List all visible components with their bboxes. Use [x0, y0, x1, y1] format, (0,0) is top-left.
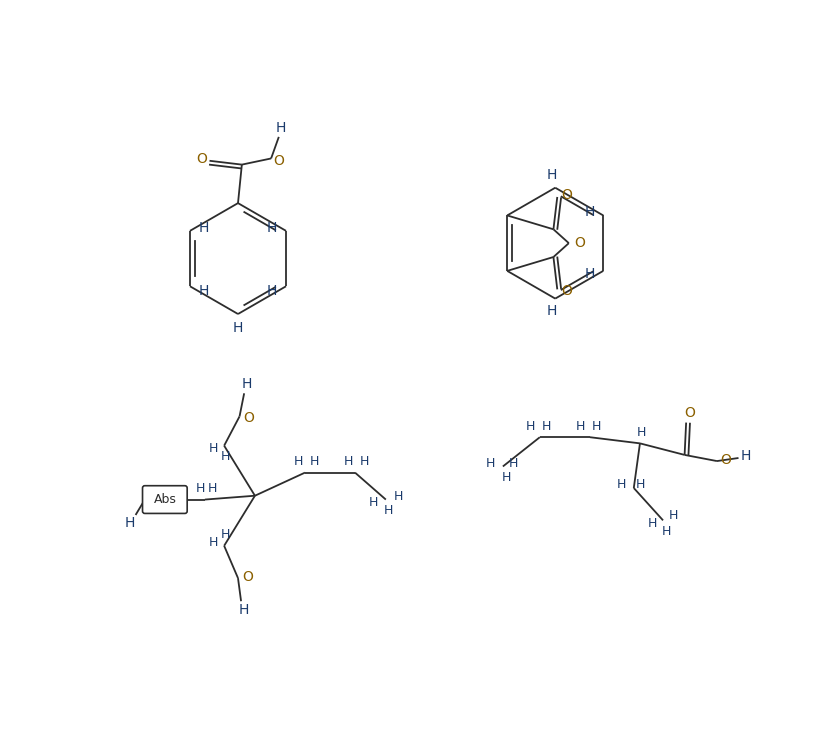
- FancyBboxPatch shape: [143, 486, 187, 513]
- Text: H: H: [242, 377, 253, 391]
- Text: H: H: [276, 120, 286, 134]
- Text: O: O: [244, 411, 255, 425]
- Text: H: H: [239, 603, 249, 617]
- Text: H: H: [369, 496, 378, 509]
- Text: H: H: [196, 482, 205, 496]
- Text: O: O: [197, 152, 207, 166]
- Text: H: H: [584, 205, 595, 219]
- Text: H: H: [360, 455, 369, 468]
- Text: H: H: [208, 442, 218, 455]
- Text: H: H: [267, 284, 277, 298]
- Text: O: O: [242, 570, 253, 583]
- Text: H: H: [199, 221, 209, 235]
- Text: O: O: [575, 236, 585, 250]
- Text: H: H: [267, 221, 277, 235]
- Text: H: H: [547, 304, 558, 318]
- Text: H: H: [741, 450, 752, 464]
- Text: H: H: [526, 420, 535, 433]
- Text: H: H: [393, 490, 403, 503]
- Text: H: H: [208, 482, 218, 496]
- Text: H: H: [509, 457, 518, 470]
- Text: H: H: [233, 321, 244, 335]
- Text: H: H: [124, 516, 134, 530]
- Text: O: O: [684, 406, 695, 421]
- Text: H: H: [576, 420, 585, 433]
- Text: H: H: [310, 455, 319, 468]
- Text: O: O: [273, 154, 284, 168]
- Text: H: H: [344, 455, 354, 468]
- Text: H: H: [208, 536, 218, 549]
- Text: O: O: [721, 452, 732, 467]
- Text: H: H: [486, 457, 496, 470]
- Text: O: O: [561, 284, 572, 298]
- Text: H: H: [635, 478, 644, 491]
- Text: H: H: [584, 267, 595, 281]
- Text: H: H: [637, 426, 646, 439]
- Text: H: H: [199, 284, 209, 298]
- Text: H: H: [547, 169, 558, 182]
- Text: H: H: [541, 420, 551, 433]
- Text: O: O: [561, 189, 572, 202]
- Text: H: H: [661, 525, 671, 538]
- Text: H: H: [294, 455, 303, 468]
- Text: H: H: [221, 450, 230, 463]
- Text: H: H: [669, 509, 679, 522]
- Text: H: H: [501, 471, 511, 484]
- Text: H: H: [648, 517, 657, 530]
- Text: H: H: [591, 420, 601, 433]
- Text: H: H: [384, 504, 394, 517]
- Text: H: H: [617, 478, 626, 491]
- Text: H: H: [221, 528, 230, 542]
- Text: Abs: Abs: [154, 493, 176, 506]
